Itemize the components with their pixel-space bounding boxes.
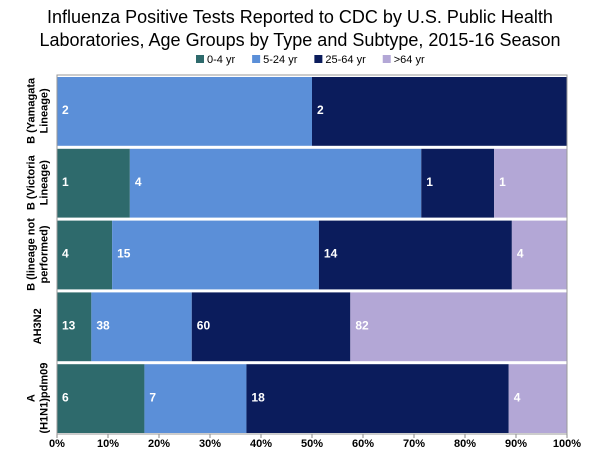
bar-segment <box>144 364 247 433</box>
bar-segment <box>312 77 567 146</box>
data-label: 60 <box>197 318 211 332</box>
legend-label: 25-64 yr <box>325 54 366 66</box>
x-tick-label: 60% <box>352 438 374 450</box>
bar-segment <box>57 77 312 146</box>
data-label: 2 <box>62 103 69 117</box>
legend-label: 5-24 yr <box>263 54 298 66</box>
bar-segment <box>91 292 192 362</box>
legend-label: >64 yr <box>394 54 425 66</box>
y-tick-label: Lineage) <box>38 88 50 134</box>
chart-title: Influenza Positive Tests Reported to CDC… <box>47 7 553 27</box>
chart-title: Laboratories, Age Groups by Type and Sub… <box>39 30 560 50</box>
data-label: 1 <box>62 175 69 189</box>
data-label: 7 <box>149 390 156 404</box>
bar-segment <box>246 364 509 433</box>
y-tick-label: B (lineage not <box>25 218 37 291</box>
data-label: 4 <box>62 247 69 261</box>
legend-swatch <box>382 55 391 63</box>
bar-segment <box>129 148 422 218</box>
data-label: 1 <box>426 175 433 189</box>
data-label: 4 <box>135 175 142 189</box>
data-label: 6 <box>62 390 69 404</box>
data-label: 4 <box>517 247 524 261</box>
x-tick-label: 20% <box>148 438 170 450</box>
x-tick-label: 40% <box>250 438 272 450</box>
bar-segment <box>57 364 145 433</box>
data-label: 1 <box>499 175 506 189</box>
data-label: 4 <box>514 390 521 404</box>
y-tick-label: A <box>25 394 37 402</box>
x-tick-label: 90% <box>505 438 527 450</box>
y-tick-label: AH3N2 <box>32 308 44 344</box>
bar-segment <box>494 148 567 218</box>
x-tick-label: 10% <box>97 438 119 450</box>
data-label: 18 <box>251 390 265 404</box>
legend-label: 0-4 yr <box>207 54 235 66</box>
bar-segment <box>57 292 92 362</box>
data-label: 13 <box>62 318 76 332</box>
y-tick-label: Lineage) <box>38 160 50 206</box>
bar-segment <box>350 292 567 362</box>
data-label: 15 <box>117 247 131 261</box>
data-label: 82 <box>355 318 369 332</box>
bar-segment <box>421 148 495 218</box>
plot-frame <box>56 74 568 435</box>
bar-segment <box>57 220 113 290</box>
bar-segment <box>318 220 512 290</box>
bar-segment <box>511 220 567 290</box>
bar-segment <box>191 292 351 362</box>
y-tick-label: B (Victoria <box>25 154 37 210</box>
legend-swatch <box>314 55 323 63</box>
data-label: 38 <box>96 318 110 332</box>
legend-swatch <box>252 55 261 63</box>
x-tick-label: 80% <box>454 438 476 450</box>
data-label: 14 <box>324 247 338 261</box>
x-tick-label: 50% <box>301 438 323 450</box>
x-tick-label: 70% <box>403 438 425 450</box>
y-tick-label: B (Yamagata <box>25 77 37 144</box>
bar-segment <box>112 220 319 290</box>
data-label: 2 <box>317 103 324 117</box>
x-tick-label: 30% <box>199 438 221 450</box>
x-tick-label: 0% <box>49 438 65 450</box>
x-tick-label: 100% <box>553 438 581 450</box>
y-tick-label: performed) <box>38 225 50 283</box>
y-tick-label: (H1N1)pdm09 <box>38 363 50 434</box>
legend-swatch <box>196 55 204 63</box>
bar-segment <box>508 364 567 433</box>
bar-segment <box>57 148 130 218</box>
